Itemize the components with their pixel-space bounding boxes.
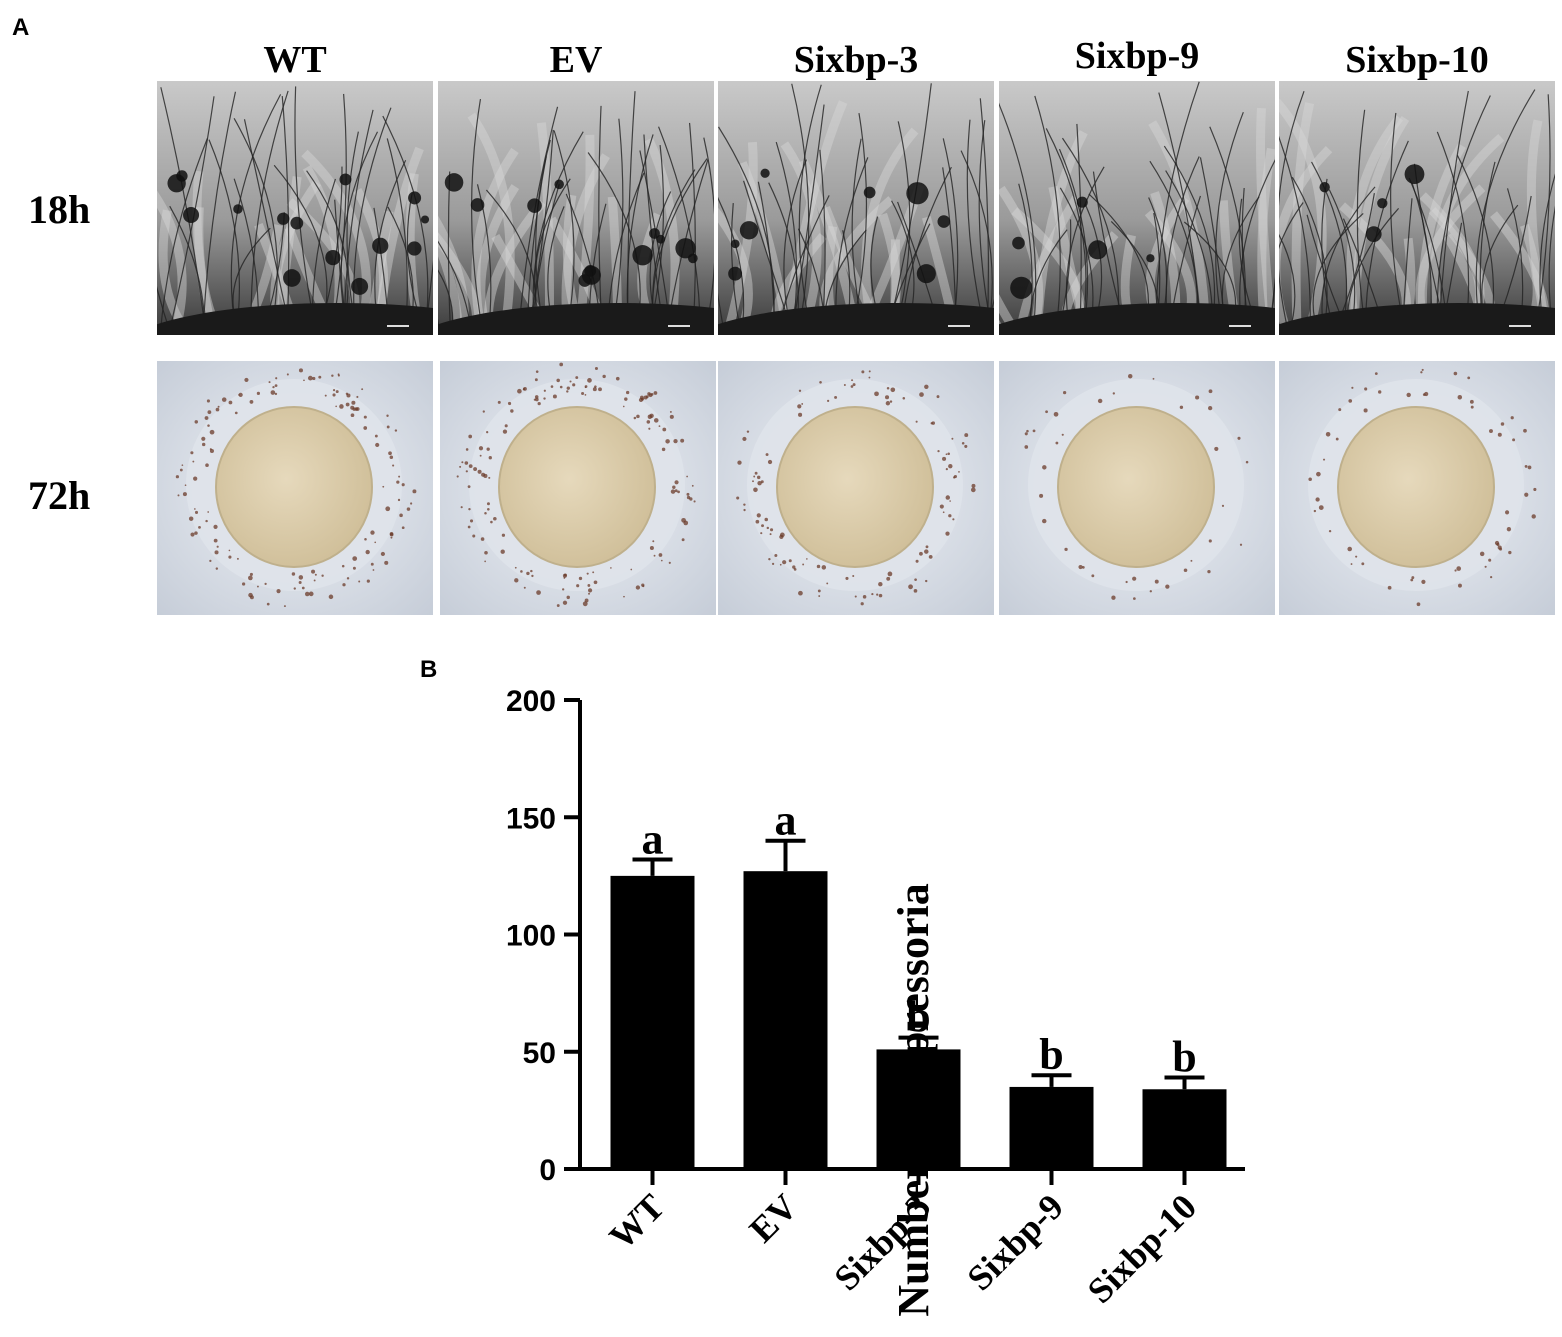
panel-b-letter: B <box>420 656 438 683</box>
plate-photo-wt-72h <box>157 361 433 615</box>
x-tick-label: EV <box>742 1186 806 1250</box>
significance-letter: b <box>1172 1033 1196 1082</box>
bar-ev <box>743 871 828 1169</box>
row-label-72h: 72h <box>28 473 91 518</box>
micrograph-sixbp-10-18h <box>1279 81 1555 335</box>
column-label-wt: WT <box>263 39 327 81</box>
bar-wt <box>610 875 695 1169</box>
bar-chart: Number of appressoria 050100150200aWTaEV… <box>506 685 1245 1317</box>
micrograph-ev-18h <box>438 81 714 335</box>
column-label-sixbp-3: Sixbp-3 <box>793 39 919 81</box>
y-tick-label: 200 <box>506 685 556 718</box>
y-tick-label: 50 <box>523 1037 556 1070</box>
micrograph-sixbp-9-18h <box>999 81 1275 335</box>
panel-a-letter: A <box>12 14 30 41</box>
y-tick-label: 0 <box>539 1154 556 1187</box>
significance-letter: b <box>906 993 930 1042</box>
column-label-ev: EV <box>549 39 603 81</box>
y-tick-label: 150 <box>506 802 556 835</box>
significance-letter: a <box>775 796 797 845</box>
x-tick-label: Sixbp-9 <box>959 1186 1071 1298</box>
bar-sixbp-10 <box>1142 1089 1227 1169</box>
y-tick-label: 100 <box>506 920 556 953</box>
bar-sixbp-9 <box>1009 1086 1094 1169</box>
plate-photo-sixbp-3-72h <box>718 361 994 615</box>
plate-photo-sixbp-10-72h <box>1279 361 1555 615</box>
row-label-18h: 18h <box>28 187 91 232</box>
significance-letter: b <box>1039 1030 1063 1079</box>
plate-photo-sixbp-9-72h <box>999 361 1275 615</box>
plate-photo-ev-72h <box>440 361 716 615</box>
significance-letter: a <box>642 814 664 863</box>
micrograph-wt-18h <box>157 81 433 335</box>
column-label-sixbp-9: Sixbp-9 <box>1074 35 1200 77</box>
x-tick-label: WT <box>601 1186 672 1257</box>
bar-sixbp-3 <box>876 1049 961 1169</box>
column-label-sixbp-10: Sixbp-10 <box>1345 39 1489 81</box>
micrograph-sixbp-3-18h <box>718 81 994 335</box>
x-tick-label: Sixbp-10 <box>1080 1186 1204 1310</box>
